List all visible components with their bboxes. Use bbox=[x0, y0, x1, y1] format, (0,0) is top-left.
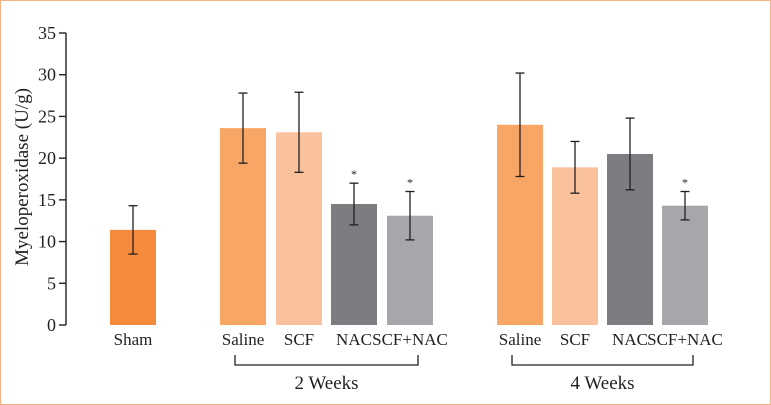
significance-marker: * bbox=[682, 176, 688, 190]
y-axis-label: Myeloperoxidase (U/g) bbox=[12, 88, 33, 266]
significance-marker: * bbox=[351, 167, 357, 181]
x-tick-label: Saline bbox=[222, 330, 265, 349]
y-tick-label: 20 bbox=[38, 148, 56, 168]
x-tick-labels: Sham Saline SCF NAC SCF+NAC Saline SCF NAC SCF+N… bbox=[114, 330, 723, 349]
x-tick-label: NAC bbox=[336, 330, 372, 349]
group-label: 4 Weeks bbox=[570, 373, 634, 394]
error-bars: * * * bbox=[128, 72, 690, 255]
group-bracket bbox=[234, 355, 419, 366]
x-tick-label: SCF bbox=[284, 330, 314, 349]
y-tick-label: 0 bbox=[47, 315, 56, 335]
group-label: 2 Weeks bbox=[294, 373, 358, 394]
significance-marker: * bbox=[407, 176, 413, 190]
bar bbox=[662, 205, 708, 325]
bars bbox=[110, 124, 708, 326]
group-brackets: 2 Weeks 4 Weeks bbox=[234, 355, 694, 394]
x-tick-label: Sham bbox=[114, 330, 153, 349]
y-tick-label: 10 bbox=[38, 232, 56, 252]
x-tick-label: SCF bbox=[560, 330, 590, 349]
y-tick-label: 35 bbox=[38, 23, 56, 43]
x-tick-label: SCF+NAC bbox=[372, 330, 448, 349]
group-bracket bbox=[511, 355, 694, 366]
y-tick-label: 25 bbox=[38, 106, 56, 126]
x-tick-label: NAC bbox=[612, 330, 648, 349]
y-tick-label: 15 bbox=[38, 190, 56, 210]
y-axis: 0 5 10 15 20 25 30 35 bbox=[38, 23, 67, 335]
y-tick-label: 5 bbox=[47, 273, 56, 293]
x-tick-label: SCF+NAC bbox=[647, 330, 723, 349]
x-tick-label: Saline bbox=[499, 330, 542, 349]
y-tick-label: 30 bbox=[38, 65, 56, 85]
